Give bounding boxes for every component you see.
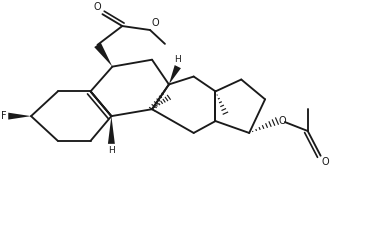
Text: H: H	[174, 55, 181, 64]
Text: H: H	[108, 146, 115, 155]
Polygon shape	[8, 113, 31, 120]
Polygon shape	[94, 43, 112, 67]
Text: F: F	[1, 111, 6, 121]
Text: O: O	[94, 2, 101, 12]
Polygon shape	[108, 116, 115, 144]
Polygon shape	[169, 65, 181, 84]
Text: O: O	[279, 116, 287, 126]
Text: O: O	[321, 157, 329, 167]
Text: O: O	[151, 18, 159, 28]
